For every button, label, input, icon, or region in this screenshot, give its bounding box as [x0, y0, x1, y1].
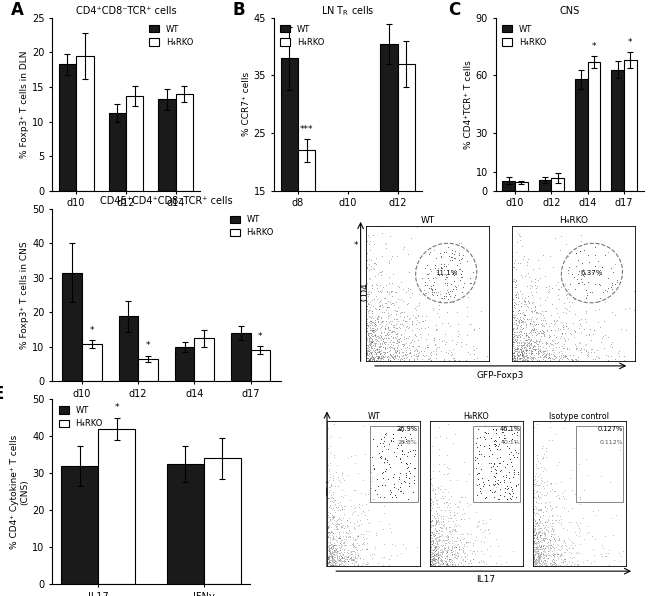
Bar: [398, 64, 415, 277]
Bar: [330, 219, 348, 277]
Text: GFP-Foxp3: GFP-Foxp3: [477, 371, 525, 380]
Text: *: *: [146, 342, 150, 350]
Bar: [98, 429, 135, 584]
Bar: [281, 58, 298, 277]
Legend: WT, H₄RKO: WT, H₄RKO: [147, 22, 196, 49]
Y-axis label: % CCR7⁺ cells: % CCR7⁺ cells: [242, 72, 251, 136]
Legend: WT, H₄RKO: WT, H₄RKO: [500, 22, 549, 49]
Text: C: C: [448, 1, 461, 18]
Text: *: *: [258, 332, 263, 341]
Legend: WT, H₄RKO: WT, H₄RKO: [278, 22, 327, 49]
Bar: [624, 60, 637, 191]
Y-axis label: % Foxp3⁺ T cells in DLN: % Foxp3⁺ T cells in DLN: [20, 51, 29, 158]
Text: E: E: [0, 384, 4, 402]
Bar: [118, 316, 138, 381]
Bar: [76, 56, 94, 191]
Bar: [109, 113, 126, 191]
Y-axis label: % CD4⁺TCR⁺ T cells: % CD4⁺TCR⁺ T cells: [464, 60, 473, 148]
Bar: [250, 350, 270, 381]
Bar: [62, 272, 82, 381]
Bar: [138, 359, 158, 381]
Bar: [126, 96, 144, 191]
Bar: [204, 458, 241, 584]
Text: IL17: IL17: [476, 575, 495, 584]
Bar: [348, 260, 365, 277]
Legend: WT, H₄RKO: WT, H₄RKO: [56, 403, 105, 431]
Text: A: A: [10, 1, 23, 18]
Text: *: *: [354, 241, 359, 250]
Bar: [176, 94, 193, 191]
Title: CNS: CNS: [560, 6, 580, 15]
Text: ***: ***: [300, 125, 313, 134]
Text: *: *: [114, 403, 119, 412]
Bar: [58, 64, 76, 191]
Bar: [588, 62, 601, 191]
Bar: [61, 466, 98, 584]
Text: CD4: CD4: [327, 479, 336, 498]
Bar: [159, 100, 176, 191]
Text: *: *: [628, 38, 632, 47]
Legend: WT, H₄RKO: WT, H₄RKO: [227, 213, 276, 240]
Y-axis label: % CD4⁺ Cytokine⁺ T cells
(CNS): % CD4⁺ Cytokine⁺ T cells (CNS): [10, 434, 29, 549]
Bar: [575, 79, 588, 191]
Bar: [82, 344, 101, 381]
Bar: [298, 150, 315, 277]
Text: B: B: [233, 1, 245, 18]
Bar: [194, 339, 214, 381]
Bar: [167, 464, 204, 584]
Bar: [175, 347, 194, 381]
Bar: [380, 44, 398, 277]
Bar: [551, 178, 564, 191]
Title: LN T$_\mathregular{R}$ cells: LN T$_\mathregular{R}$ cells: [321, 4, 374, 17]
Bar: [612, 70, 624, 191]
Title: CD4⁺CD8⁻TCR⁺ cells: CD4⁺CD8⁻TCR⁺ cells: [75, 6, 176, 15]
Title: CD45⁺CD4⁺CD8⁻TCR⁺ cells: CD45⁺CD4⁺CD8⁻TCR⁺ cells: [100, 197, 233, 206]
Bar: [515, 182, 528, 191]
Text: *: *: [592, 42, 596, 51]
Bar: [539, 180, 551, 191]
Bar: [231, 333, 250, 381]
Text: CD4: CD4: [361, 282, 370, 301]
Bar: [502, 181, 515, 191]
Y-axis label: % Foxp3⁺ T cells in CNS: % Foxp3⁺ T cells in CNS: [20, 241, 29, 349]
Text: *: *: [90, 326, 94, 335]
